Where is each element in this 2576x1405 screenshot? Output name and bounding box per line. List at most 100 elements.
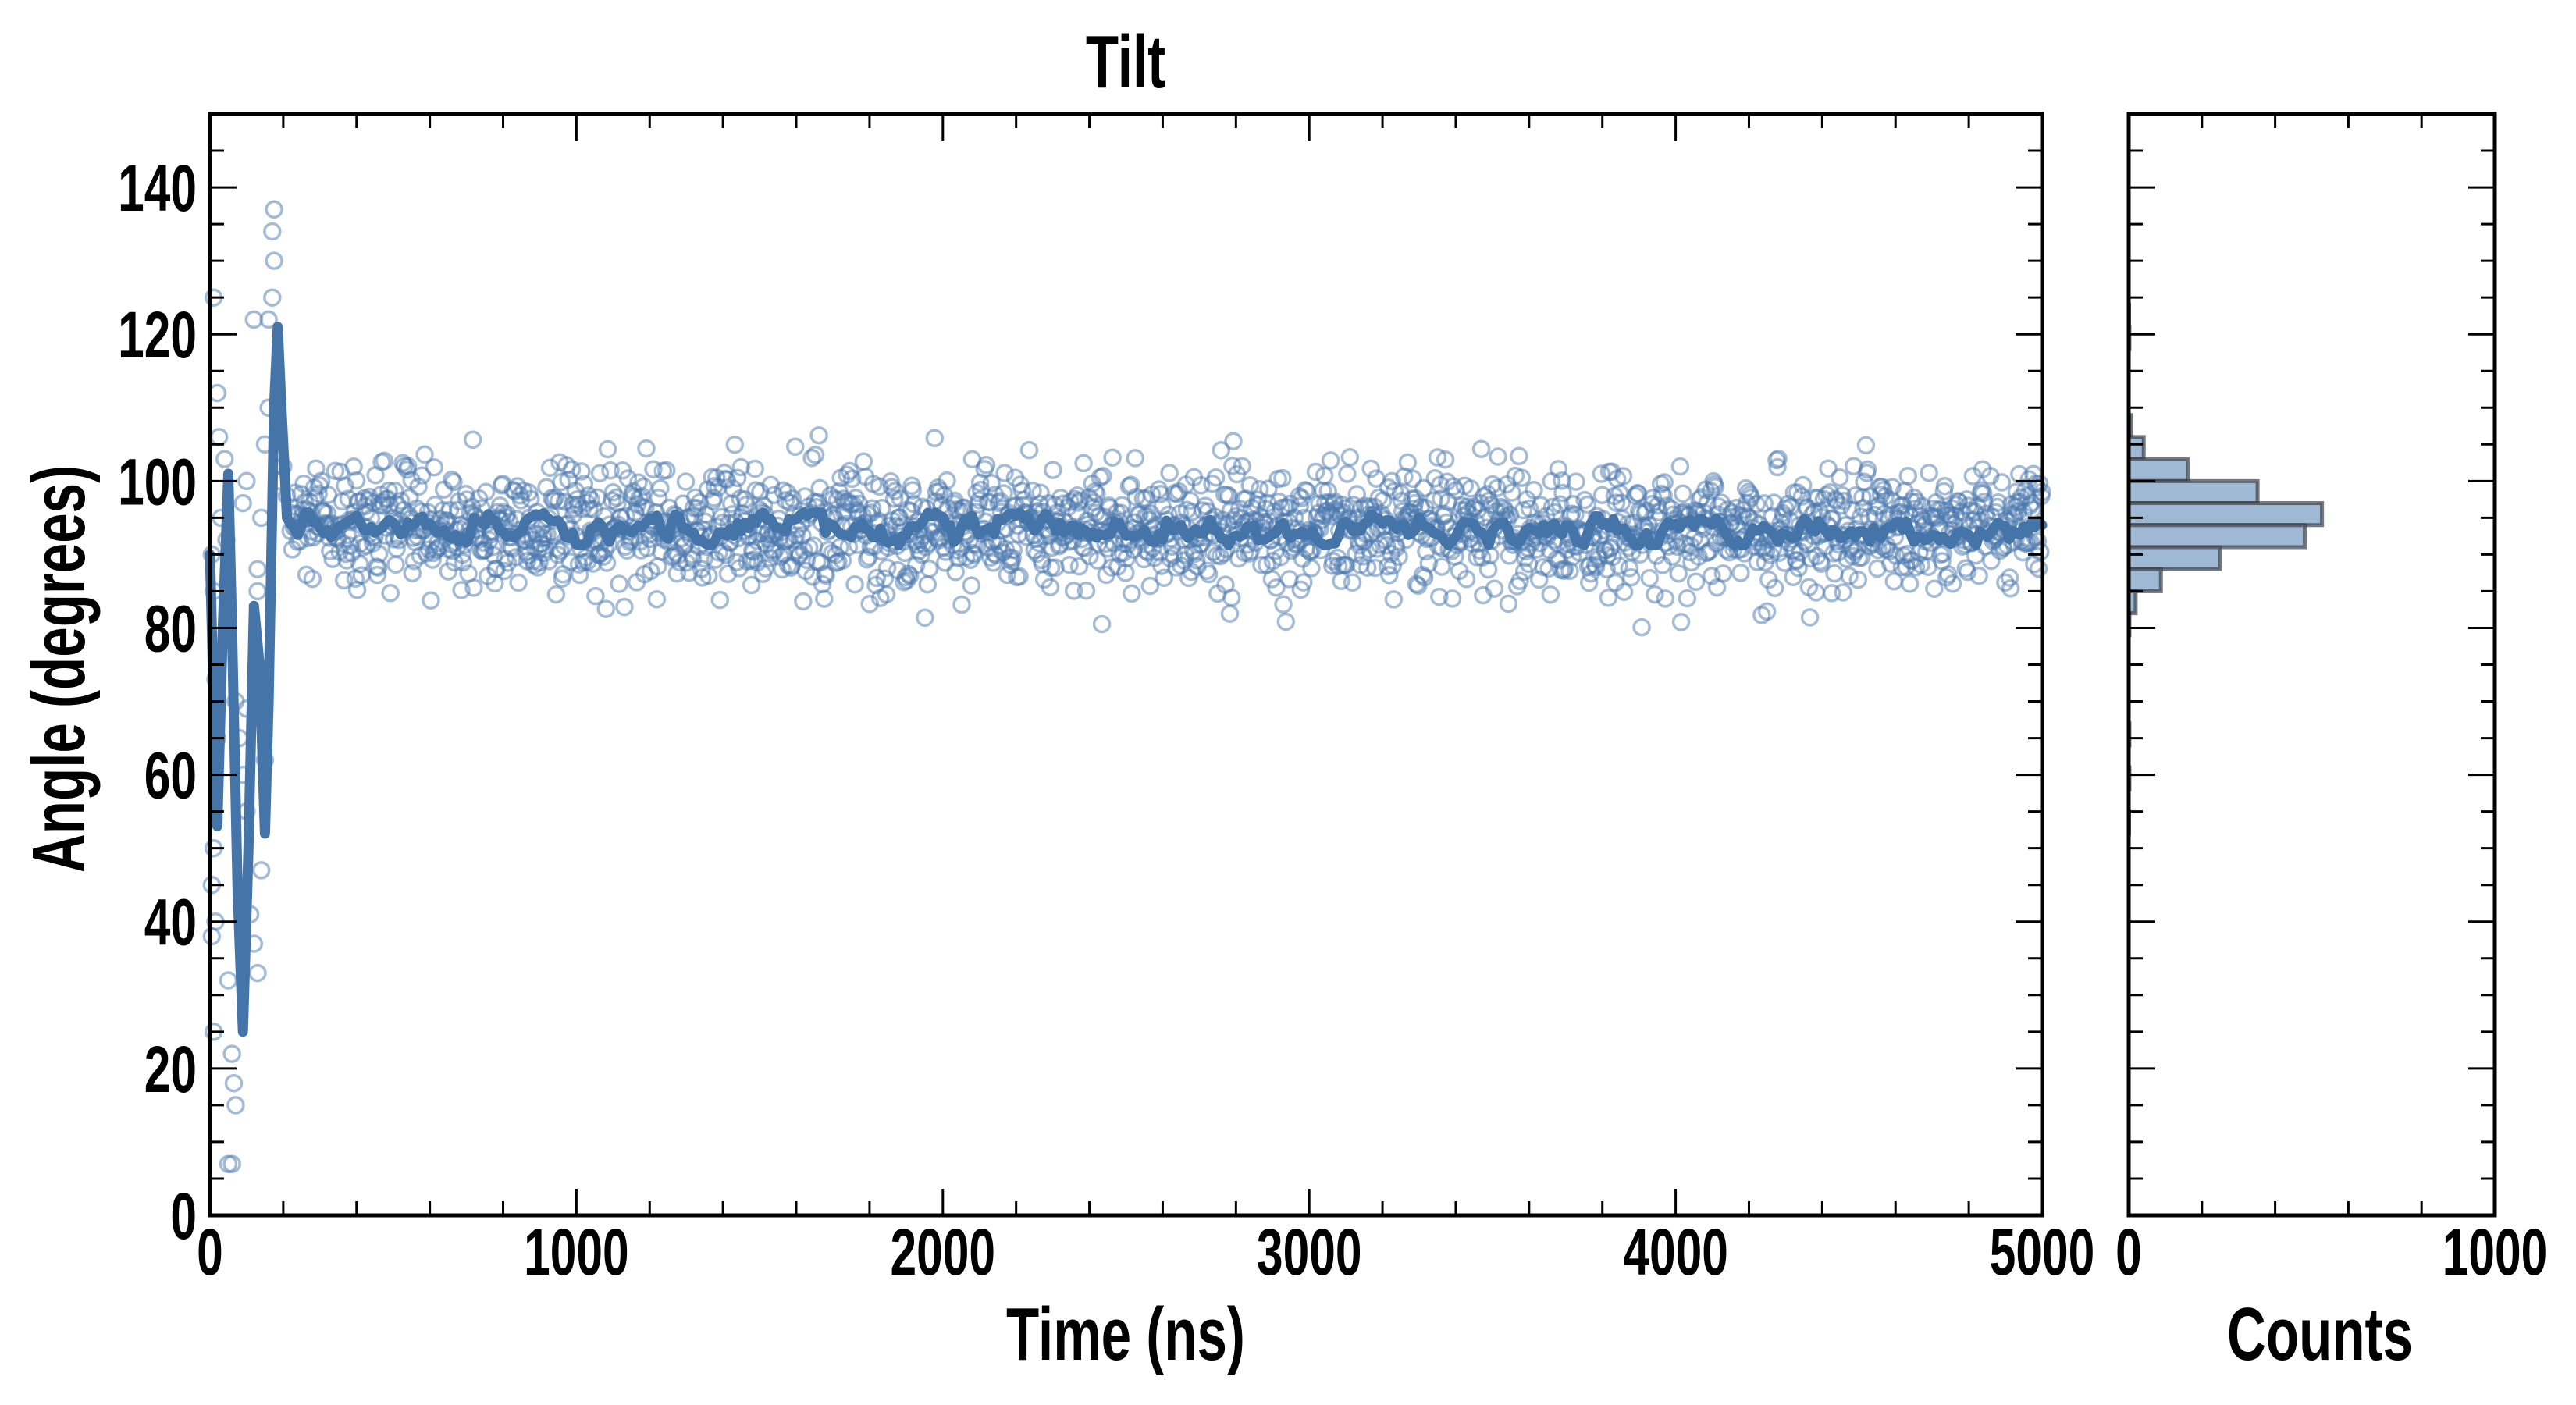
scatter-point — [873, 498, 891, 518]
scatter-point — [1088, 551, 1107, 570]
scatter-point — [1252, 555, 1271, 574]
scatter-point — [1382, 471, 1401, 491]
scatter-point — [1578, 495, 1597, 514]
scatter-point — [224, 1073, 244, 1093]
scatter-point — [294, 474, 313, 493]
scatter-point — [1958, 562, 1977, 582]
scatter-point — [1224, 432, 1243, 450]
scatter-point — [575, 475, 594, 493]
y-tick-label: 20 — [144, 1033, 197, 1106]
scatter-point — [699, 566, 718, 585]
scatter-point — [248, 582, 267, 601]
scatter-point — [303, 569, 322, 589]
scatter-point — [637, 439, 656, 458]
scatter-point — [1092, 614, 1112, 634]
scatter-point — [1646, 585, 1664, 604]
scatter-point — [209, 428, 229, 446]
scatter-point — [412, 466, 432, 485]
scatter-point — [572, 462, 591, 481]
scatter-point — [350, 554, 369, 574]
scatter-point — [1419, 554, 1439, 573]
scatter-point — [2001, 579, 2020, 598]
histogram-bar — [2126, 523, 2307, 550]
scatter-point — [995, 464, 1014, 482]
scatter-point — [403, 564, 422, 583]
scatter-point — [1274, 595, 1293, 614]
scatter-point — [1485, 579, 1504, 598]
scatter-point — [1851, 507, 1870, 526]
scatter-point — [1934, 544, 1952, 564]
scatter-point — [1674, 484, 1692, 503]
scatter-point — [1430, 587, 1449, 606]
scatter-point — [742, 575, 761, 595]
scatter-point — [1461, 479, 1480, 498]
scatter-point — [1855, 472, 1873, 492]
scatter-point — [644, 460, 663, 478]
scatter-point — [1076, 581, 1096, 600]
scatter-point — [483, 537, 503, 557]
scatter-point — [464, 578, 483, 597]
scatter-point — [597, 553, 617, 572]
scatter-point — [219, 971, 238, 990]
scatter-point — [1389, 547, 1408, 567]
scatter-point — [1671, 613, 1691, 631]
scatter-point — [251, 508, 271, 528]
histogram-plot — [2126, 112, 2497, 1218]
scatter-point — [1655, 473, 1674, 492]
scatter-point — [259, 310, 278, 329]
y-tick-label: 60 — [144, 739, 197, 813]
scatter-point — [1525, 481, 1543, 500]
y-tick-label: 100 — [118, 446, 197, 519]
histogram-bars — [2126, 303, 2325, 836]
scatter-point — [444, 472, 463, 492]
scatter-point — [731, 457, 750, 477]
scatter-point — [903, 481, 922, 500]
scatter-point — [647, 589, 667, 609]
x-axis-label: Time (ns) — [1006, 1292, 1245, 1376]
scatter-point — [1632, 617, 1651, 637]
scatter-point — [831, 538, 849, 557]
scatter-point — [1343, 573, 1362, 592]
scatter-point — [842, 469, 862, 489]
scatter-point — [1549, 460, 1568, 478]
x-tick-label: 5000 — [1990, 1215, 2095, 1289]
scatter-point — [1840, 567, 1859, 585]
scatter-point — [984, 553, 1003, 572]
scatter-point — [1550, 495, 1570, 514]
scatter-point — [334, 571, 354, 590]
y-tick-label: 120 — [118, 298, 197, 372]
scatter-point — [1670, 457, 1690, 476]
x-tick-label: 4000 — [1623, 1215, 1728, 1289]
scatter-point — [215, 450, 234, 468]
scatter-point — [1233, 457, 1251, 475]
scatter-point — [916, 608, 934, 628]
scatter-point — [546, 488, 564, 507]
scatter-point — [1935, 476, 1955, 496]
scatter-point — [1112, 496, 1132, 515]
scatter-point — [1041, 578, 1060, 596]
scatter-point — [657, 461, 676, 480]
scatter-point — [248, 963, 267, 983]
scatter-point — [1457, 570, 1476, 589]
scatter-point — [1222, 588, 1241, 607]
histogram-bar — [2126, 567, 2163, 593]
scatter-point — [1599, 589, 1618, 607]
scatter-point — [1784, 567, 1802, 587]
scatter-point — [1780, 510, 1799, 530]
main-plot — [202, 112, 2051, 1218]
scatter-point — [1366, 558, 1385, 578]
scatter-point — [1747, 495, 1766, 514]
scatter-point — [925, 429, 945, 448]
scatter-point — [1713, 564, 1733, 583]
scatter-point — [1361, 459, 1380, 478]
scatter-point — [375, 451, 394, 471]
scatter-point — [1510, 571, 1529, 590]
scatter-point — [1856, 436, 1876, 455]
scatter-point — [1579, 573, 1599, 592]
scatter-point — [1586, 557, 1606, 577]
scatter-point — [1564, 495, 1583, 514]
scatter-point — [1004, 540, 1023, 560]
scatter-point — [596, 599, 616, 618]
scatter-point — [265, 200, 283, 219]
scatter-point — [263, 288, 282, 307]
